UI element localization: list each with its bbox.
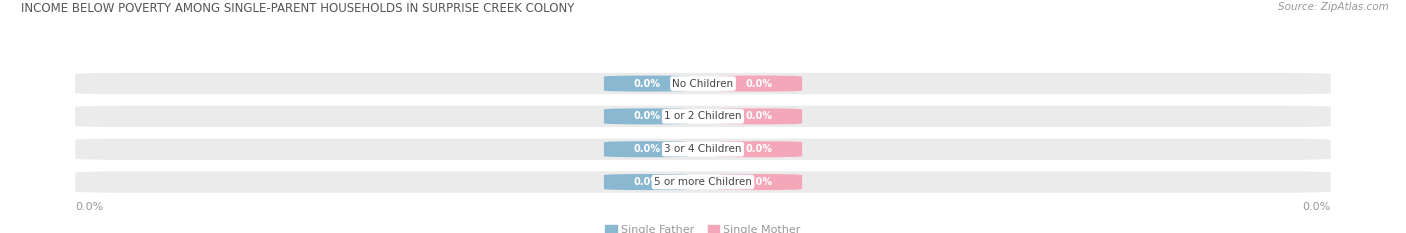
Legend: Single Father, Single Mother: Single Father, Single Mother bbox=[600, 221, 806, 233]
FancyBboxPatch shape bbox=[76, 171, 1330, 193]
Text: 1 or 2 Children: 1 or 2 Children bbox=[664, 111, 742, 121]
Text: 0.0%: 0.0% bbox=[745, 111, 773, 121]
Text: 0.0%: 0.0% bbox=[76, 202, 104, 212]
FancyBboxPatch shape bbox=[76, 73, 1330, 94]
Text: INCOME BELOW POVERTY AMONG SINGLE-PARENT HOUSEHOLDS IN SURPRISE CREEK COLONY: INCOME BELOW POVERTY AMONG SINGLE-PARENT… bbox=[21, 2, 575, 15]
FancyBboxPatch shape bbox=[716, 141, 801, 157]
Text: 0.0%: 0.0% bbox=[745, 79, 773, 89]
FancyBboxPatch shape bbox=[603, 108, 690, 124]
FancyBboxPatch shape bbox=[603, 75, 690, 92]
Text: 3 or 4 Children: 3 or 4 Children bbox=[664, 144, 742, 154]
Text: 5 or more Children: 5 or more Children bbox=[654, 177, 752, 187]
Text: 0.0%: 0.0% bbox=[633, 177, 661, 187]
Text: 0.0%: 0.0% bbox=[633, 144, 661, 154]
Text: Source: ZipAtlas.com: Source: ZipAtlas.com bbox=[1278, 2, 1389, 12]
FancyBboxPatch shape bbox=[603, 141, 690, 157]
Text: 0.0%: 0.0% bbox=[633, 79, 661, 89]
Text: 0.0%: 0.0% bbox=[745, 144, 773, 154]
Text: 0.0%: 0.0% bbox=[1302, 202, 1330, 212]
FancyBboxPatch shape bbox=[716, 174, 801, 190]
FancyBboxPatch shape bbox=[76, 139, 1330, 160]
FancyBboxPatch shape bbox=[716, 75, 801, 92]
Text: No Children: No Children bbox=[672, 79, 734, 89]
Text: 0.0%: 0.0% bbox=[633, 111, 661, 121]
FancyBboxPatch shape bbox=[76, 106, 1330, 127]
FancyBboxPatch shape bbox=[603, 174, 690, 190]
FancyBboxPatch shape bbox=[716, 108, 801, 124]
Text: 0.0%: 0.0% bbox=[745, 177, 773, 187]
